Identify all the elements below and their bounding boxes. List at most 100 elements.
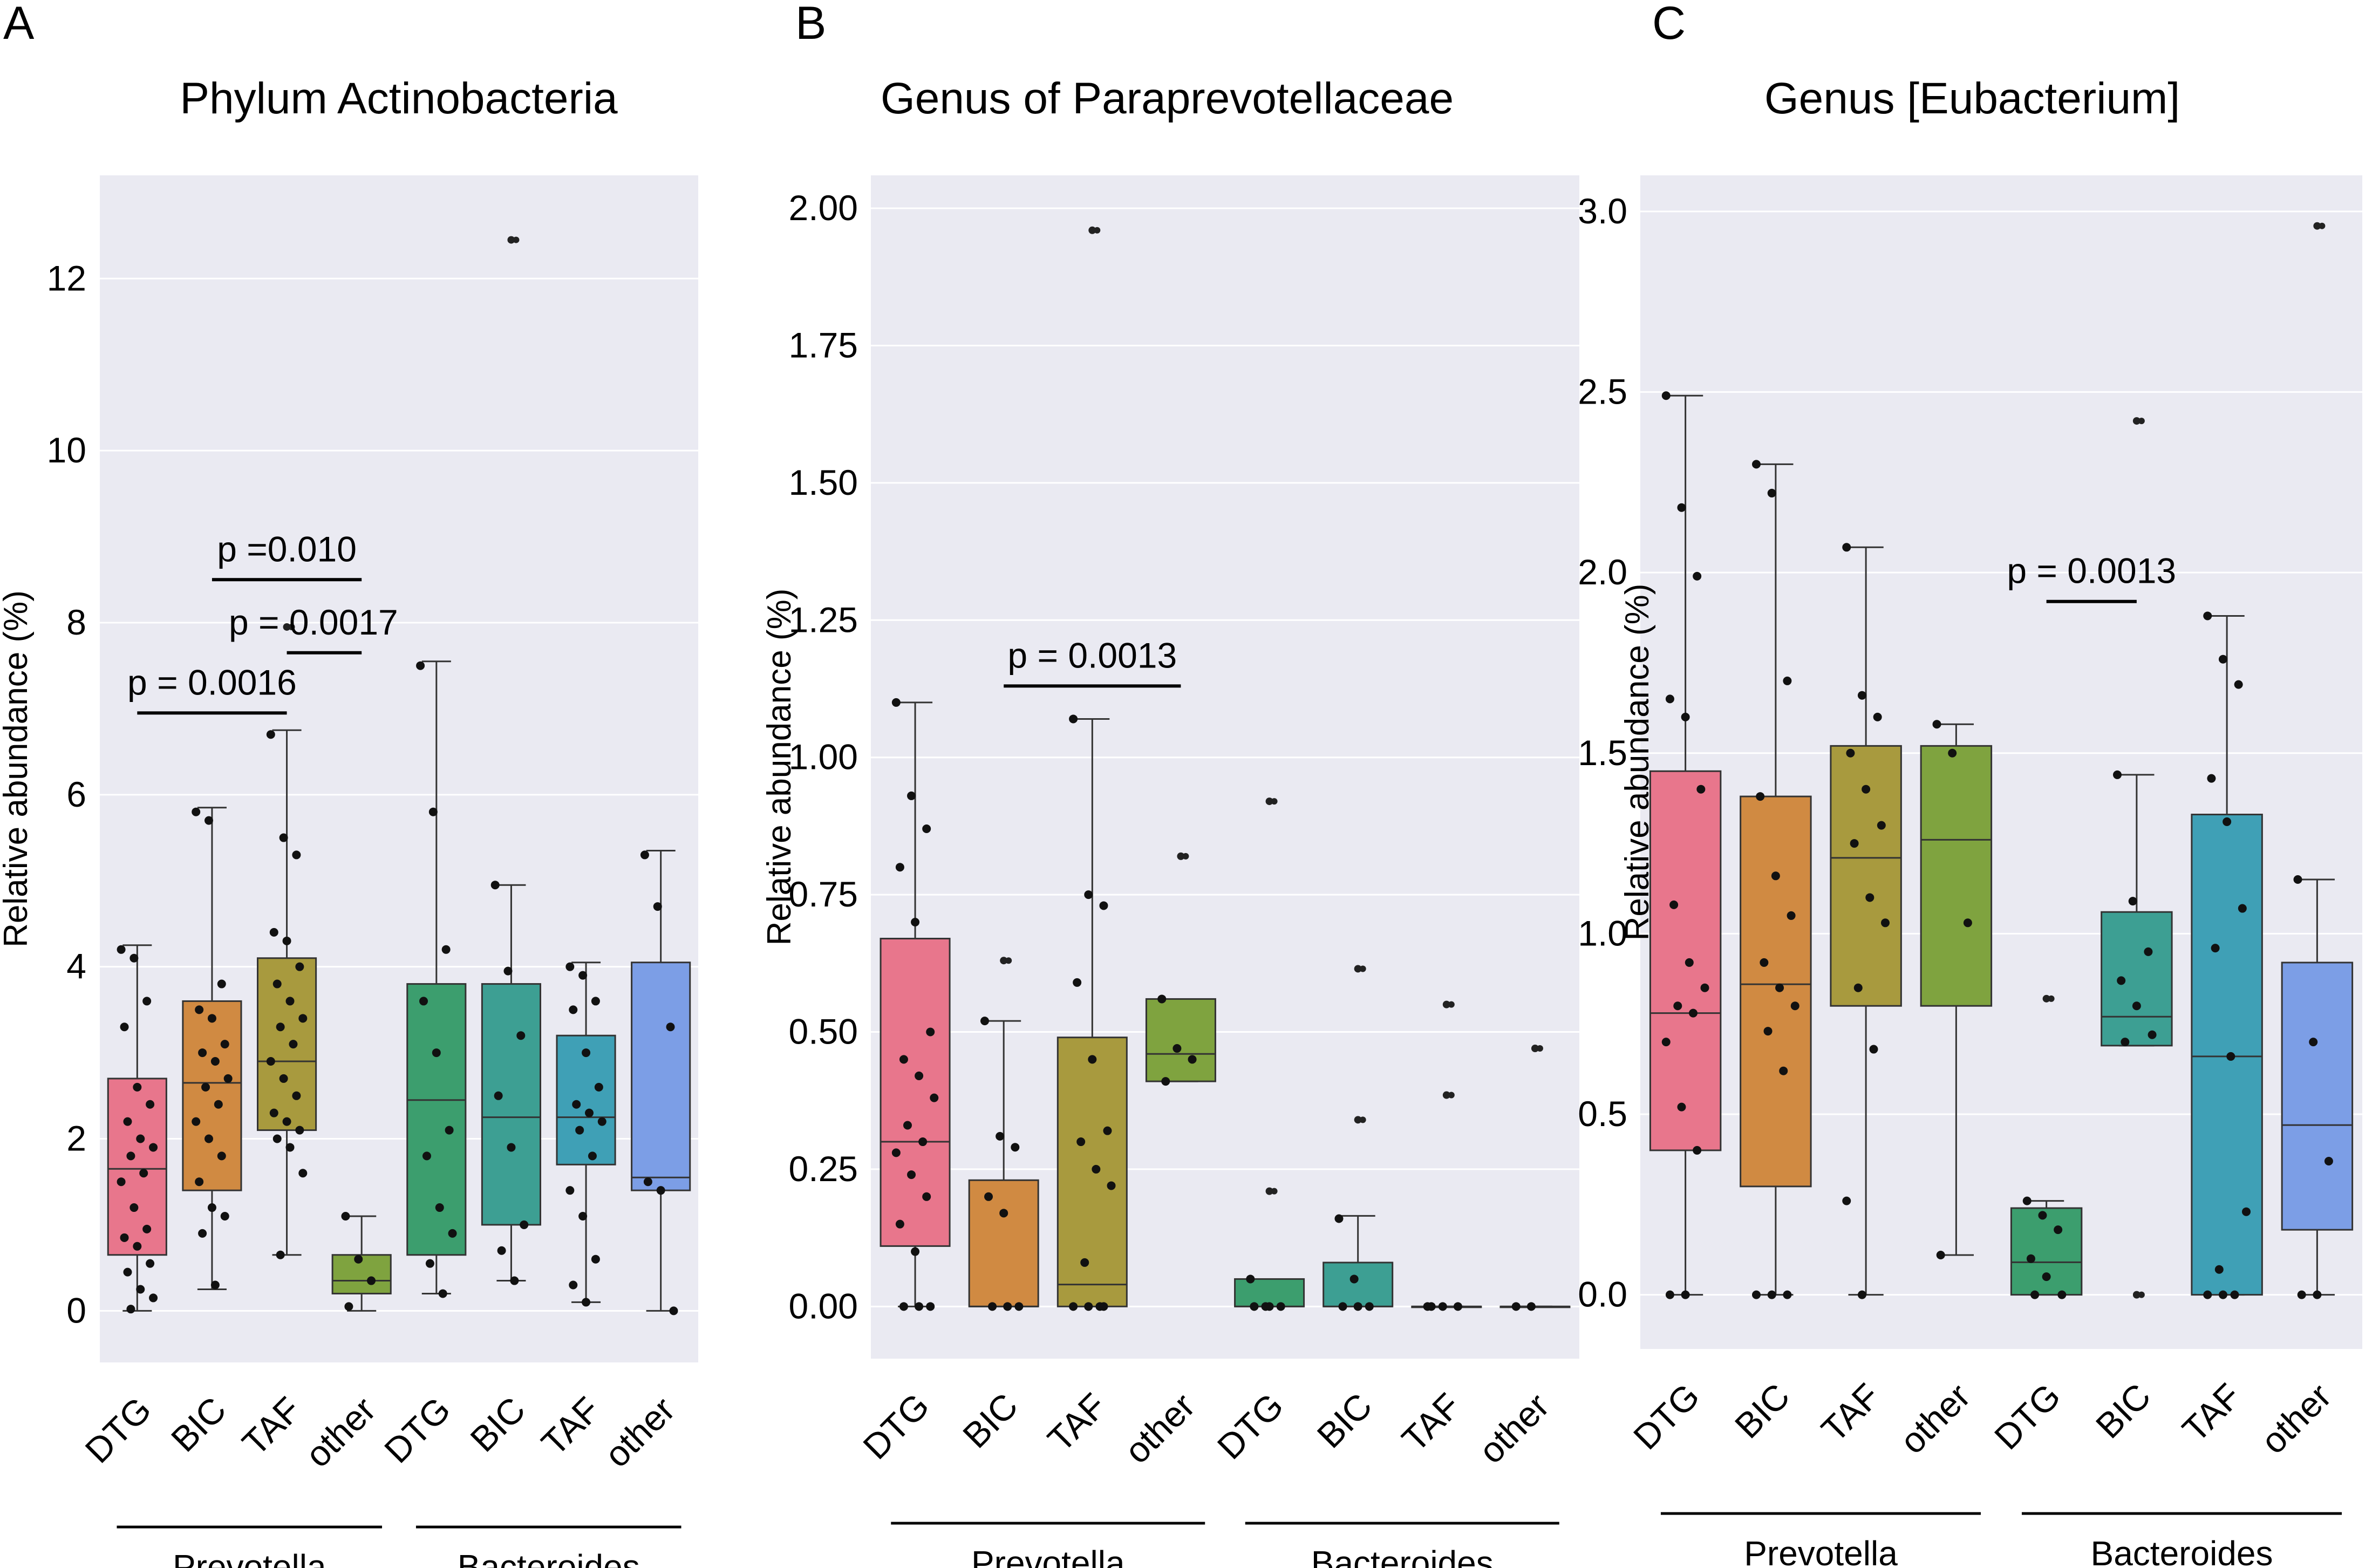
data-point: [594, 1082, 603, 1092]
data-point: [1869, 1045, 1878, 1054]
x-tick-label: BIC: [163, 1389, 234, 1460]
outlier-point: [1442, 1000, 1450, 1008]
data-point: [1857, 691, 1866, 700]
data-point: [984, 1192, 993, 1201]
data-point: [2112, 770, 2122, 779]
outlier-point: [2138, 418, 2145, 425]
data-point: [285, 997, 295, 1006]
outlier-point: [283, 623, 291, 631]
data-point: [192, 1117, 201, 1126]
data-point: [282, 936, 291, 945]
box-bic-bacteroides: [2101, 417, 2173, 1299]
data-point: [588, 1151, 597, 1161]
data-point: [1853, 983, 1863, 992]
data-point: [1661, 1038, 1671, 1047]
data-point: [195, 1005, 204, 1014]
box-body: [968, 1179, 1039, 1307]
group-label: Bacteroides: [2091, 1534, 2273, 1568]
data-point: [1265, 1302, 1274, 1311]
data-point: [269, 1108, 278, 1117]
data-point: [422, 1151, 431, 1161]
group-label: Prevotella: [1744, 1534, 1898, 1568]
data-point: [922, 1192, 931, 1201]
data-point: [2324, 1157, 2333, 1165]
data-point: [915, 1071, 924, 1080]
data-point: [1767, 488, 1776, 497]
panel-title: Phylum Actinobacteria: [180, 74, 618, 123]
data-point: [298, 1014, 308, 1023]
data-point: [435, 1203, 444, 1212]
box-taf-prevotella: [256, 623, 317, 1259]
data-point: [126, 1151, 135, 1161]
data-point: [1696, 785, 1706, 794]
data-point: [1526, 1302, 1536, 1311]
data-point: [930, 1093, 939, 1102]
panel-letter: A: [3, 0, 35, 49]
y-tick-label: 2.5: [1578, 372, 1627, 412]
data-point: [1842, 543, 1851, 552]
data-point: [279, 1074, 288, 1083]
panel-a: A Phylum Actinobacteria 0 2 4 6 8 10 12 Relativ…: [0, 0, 698, 1568]
x-tick-label: DTG: [1626, 1376, 1707, 1457]
data-point: [1751, 1290, 1761, 1299]
outlier-point: [1359, 1116, 1366, 1123]
data-point: [285, 1143, 295, 1152]
data-point: [1076, 1137, 1086, 1147]
box-dtg-prevotella: [1649, 391, 1722, 1299]
data-point: [341, 1211, 350, 1221]
data-point: [1865, 893, 1874, 902]
data-point: [214, 1100, 223, 1109]
data-point: [223, 1074, 233, 1083]
y-tick-label: 6: [66, 774, 86, 814]
data-point: [1669, 900, 1679, 909]
data-point: [2214, 1265, 2224, 1274]
data-point: [1763, 1027, 1773, 1036]
x-tick-label: BIC: [462, 1389, 533, 1460]
outlier-point: [1271, 798, 1278, 805]
panel-letter: C: [1652, 0, 1686, 49]
data-point: [516, 1031, 526, 1040]
x-tick-label: DTG: [1987, 1376, 2068, 1457]
data-point: [2132, 1001, 2141, 1011]
data-point: [1103, 1126, 1112, 1135]
box-body: [481, 983, 542, 1226]
box-dtg-prevotella: [107, 944, 167, 1314]
data-point: [1771, 871, 1780, 881]
plot-background: [871, 175, 1579, 1359]
data-point: [425, 1259, 434, 1268]
data-point: [575, 1126, 584, 1135]
data-point: [217, 979, 226, 988]
data-point: [129, 953, 139, 963]
data-point: [438, 1289, 447, 1298]
outlier-point: [2313, 222, 2321, 230]
data-point: [1677, 1102, 1686, 1112]
data-point: [1665, 1290, 1674, 1299]
data-point: [1693, 1146, 1702, 1155]
data-point: [2297, 1290, 2306, 1299]
y-tick-label: 2: [66, 1119, 86, 1158]
data-point: [643, 1177, 652, 1187]
x-tick-label: DTG: [377, 1389, 458, 1471]
panel-b: B Genus of Paraprevotellaceae 0.000.250.…: [761, 0, 1579, 1568]
data-point: [2042, 1272, 2051, 1281]
data-point: [192, 807, 201, 816]
data-point: [2148, 1030, 2157, 1039]
data-point: [344, 1302, 353, 1311]
data-point: [210, 1057, 220, 1066]
data-point: [2238, 904, 2247, 913]
x-tick-label: other: [597, 1389, 683, 1475]
data-point: [2144, 947, 2153, 956]
data-point: [2121, 1038, 2130, 1047]
y-tick-label: 0.5: [1578, 1094, 1627, 1134]
data-point: [266, 1057, 275, 1066]
data-point: [117, 1177, 126, 1187]
data-point: [1760, 958, 1769, 967]
data-point: [1003, 1302, 1012, 1311]
data-point: [1069, 1302, 1078, 1311]
data-point: [1511, 1302, 1521, 1311]
data-point: [441, 945, 451, 954]
data-point: [1688, 1008, 1698, 1018]
outlier-point: [1265, 1187, 1273, 1195]
x-tick-label: other: [2253, 1376, 2339, 1462]
y-tick-label: 0.00: [789, 1286, 858, 1326]
